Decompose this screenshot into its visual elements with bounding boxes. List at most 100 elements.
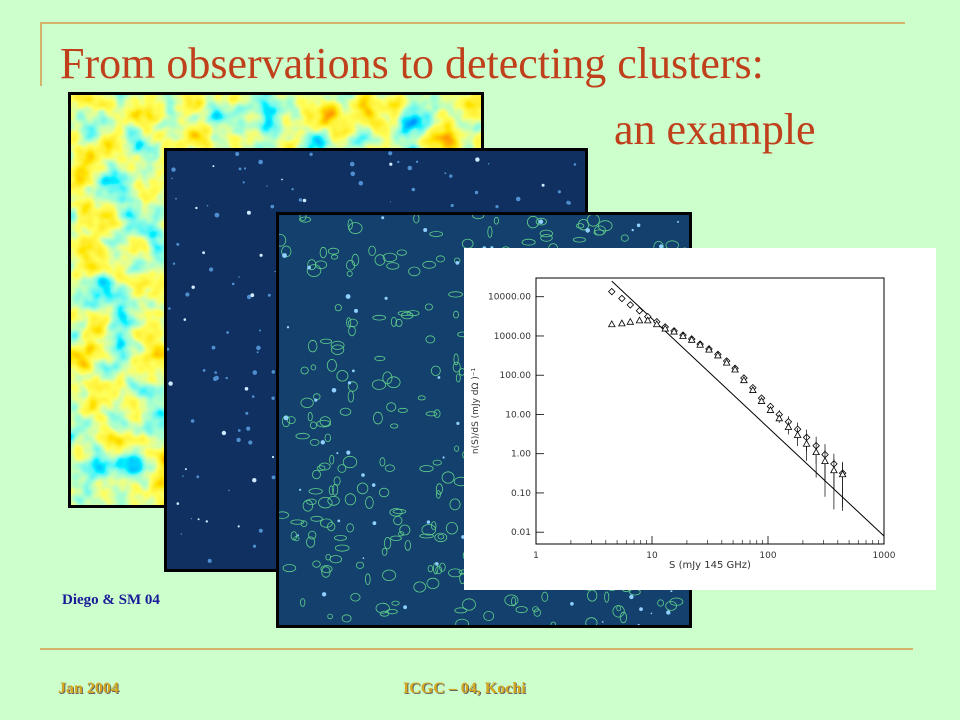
detection-contour bbox=[346, 523, 354, 533]
detection-contour bbox=[347, 219, 353, 230]
detection-contour bbox=[346, 317, 352, 328]
detection-contour bbox=[293, 536, 300, 542]
source-dot bbox=[437, 376, 441, 379]
source-dot bbox=[389, 201, 392, 203]
detection-contour bbox=[391, 600, 400, 606]
detection-contour bbox=[483, 610, 495, 621]
source-dot bbox=[206, 204, 209, 207]
source-dot bbox=[566, 200, 570, 205]
detection-contour bbox=[435, 565, 443, 575]
detection-contour bbox=[419, 533, 434, 539]
slide-title-line2: an example bbox=[614, 105, 816, 154]
detection-contour bbox=[330, 340, 345, 350]
detection-contour bbox=[620, 234, 629, 242]
source-dot bbox=[372, 521, 377, 526]
detection-contour bbox=[585, 617, 598, 625]
diamond-data-point bbox=[626, 301, 635, 309]
source-dot bbox=[282, 253, 287, 258]
detection-contour bbox=[309, 421, 317, 430]
source-dot bbox=[246, 426, 251, 431]
triangle-data-point bbox=[696, 340, 705, 348]
footer-event: ICGC – 04, Kochi bbox=[403, 680, 526, 697]
detection-contour bbox=[541, 591, 549, 602]
triangle-data-point bbox=[635, 316, 644, 324]
source-dot bbox=[243, 167, 247, 170]
source-dot bbox=[475, 157, 480, 162]
source-dot bbox=[321, 592, 327, 597]
detection-contour bbox=[300, 598, 306, 607]
source-dot bbox=[238, 167, 242, 171]
detection-contour bbox=[299, 216, 312, 223]
triangle-data-point bbox=[731, 365, 739, 373]
source-dot bbox=[235, 152, 240, 156]
detection-contour bbox=[348, 318, 358, 328]
x-tick-label: 10 bbox=[646, 551, 658, 561]
source-dot bbox=[271, 475, 276, 480]
detection-contour bbox=[316, 465, 326, 471]
source-dot bbox=[397, 160, 400, 164]
detection-contour bbox=[386, 402, 397, 412]
number-counts-chart: 1 10 100 1000 10000.00 1000.00 100.00 10.00 1.0… bbox=[471, 277, 896, 571]
detection-contour bbox=[279, 234, 287, 247]
source-dot bbox=[331, 388, 337, 393]
source-dot bbox=[449, 174, 453, 178]
detection-contour bbox=[365, 573, 371, 586]
detection-contour bbox=[334, 534, 348, 541]
source-dot bbox=[538, 219, 544, 224]
detection-contour bbox=[372, 314, 386, 321]
detection-contour bbox=[390, 316, 397, 327]
detection-contour bbox=[435, 483, 443, 495]
detection-contour bbox=[381, 547, 388, 556]
detection-contour bbox=[334, 544, 350, 552]
x-tick-label: 1 bbox=[533, 551, 539, 561]
detection-contour bbox=[425, 411, 438, 417]
detection-contour bbox=[308, 339, 318, 353]
detection-contour bbox=[434, 532, 448, 543]
source-dot bbox=[274, 270, 276, 273]
source-dot bbox=[213, 376, 218, 381]
detection-contour bbox=[419, 465, 434, 473]
source-dot bbox=[350, 171, 356, 177]
detection-contour bbox=[375, 602, 390, 614]
source-dot bbox=[349, 161, 355, 167]
source-dot bbox=[320, 440, 325, 445]
detection-contour bbox=[429, 231, 444, 237]
detection-contour bbox=[422, 260, 437, 269]
source-dot bbox=[185, 292, 190, 297]
detection-contour bbox=[472, 215, 485, 220]
source-dot bbox=[302, 198, 307, 203]
detection-contour bbox=[373, 411, 383, 425]
detection-contour bbox=[533, 608, 541, 617]
source-dot bbox=[242, 181, 245, 184]
number-counts-plot: 1 10 100 1000 10000.00 1000.00 100.00 10.00 1.0… bbox=[464, 248, 936, 590]
triangle-data-point bbox=[830, 466, 838, 474]
source-dot bbox=[541, 183, 545, 187]
detection-contour bbox=[318, 497, 333, 509]
source-dot bbox=[267, 293, 271, 297]
source-dot bbox=[411, 187, 416, 192]
source-dot bbox=[358, 180, 364, 186]
source-dot bbox=[248, 440, 253, 445]
detection-contour bbox=[378, 487, 390, 498]
detection-contour bbox=[413, 215, 420, 224]
y-tick-label: 100.00 bbox=[500, 371, 532, 381]
triangle-data-point bbox=[687, 335, 696, 343]
triangle-data-point bbox=[670, 327, 678, 335]
source-dot bbox=[237, 429, 241, 432]
source-dot bbox=[271, 455, 275, 459]
source-dot bbox=[601, 621, 604, 623]
detection-contour bbox=[448, 568, 463, 578]
source-dot bbox=[246, 210, 251, 215]
source-dot bbox=[195, 206, 198, 210]
detection-contour bbox=[453, 353, 459, 366]
source-dot bbox=[570, 602, 574, 606]
source-dot bbox=[180, 533, 182, 535]
detection-contour bbox=[535, 217, 547, 226]
detection-contour bbox=[336, 370, 349, 382]
source-dot bbox=[271, 396, 275, 400]
source-dot bbox=[629, 594, 634, 600]
y-tick-label: 1000.00 bbox=[494, 332, 531, 342]
detection-contour bbox=[306, 264, 322, 277]
source-dot bbox=[259, 253, 263, 257]
detection-contour bbox=[540, 234, 553, 242]
